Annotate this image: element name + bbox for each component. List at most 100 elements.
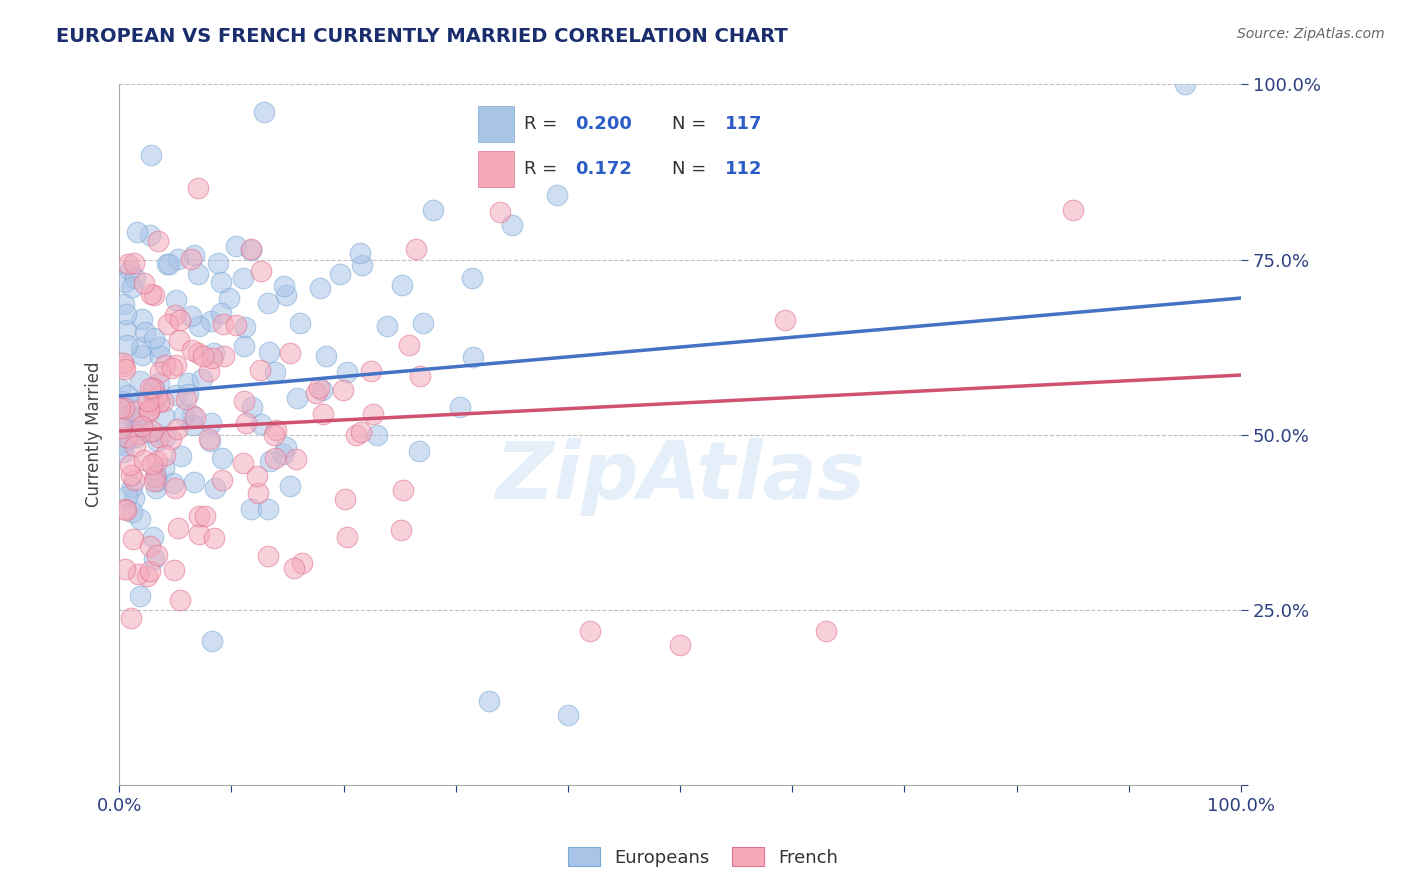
Point (305, 385, 328, 400)
Point (449, 400, 471, 414)
Point (202, 531, 225, 545)
Point (125, 419, 148, 434)
Point (111, 356, 134, 370)
Point (191, 372, 214, 386)
Point (207, 255, 229, 269)
Point (274, 441, 297, 455)
Point (405, 242, 427, 256)
Point (146, 474, 169, 488)
Point (134, 276, 156, 290)
Point (187, 346, 209, 360)
Point (128, 426, 150, 441)
Text: ZipAtlas: ZipAtlas (495, 438, 865, 516)
Point (143, 381, 166, 395)
Point (124, 473, 146, 487)
Point (233, 394, 256, 409)
Point (142, 331, 165, 345)
Point (209, 275, 232, 289)
Point (181, 343, 204, 357)
Point (156, 257, 179, 271)
Point (225, 318, 247, 332)
Point (148, 430, 170, 444)
Point (115, 323, 138, 337)
Point (579, 624, 602, 638)
Point (257, 501, 280, 516)
Point (250, 417, 273, 432)
Point (132, 409, 155, 424)
Point (669, 638, 692, 652)
Point (349, 246, 371, 260)
Point (312, 407, 335, 421)
Point (361, 408, 384, 422)
Point (124, 491, 146, 505)
Point (148, 376, 170, 390)
Point (360, 364, 382, 378)
Point (169, 313, 191, 327)
Point (148, 394, 170, 409)
Point (111, 394, 134, 409)
Point (211, 450, 233, 465)
Point (114, 501, 136, 516)
Point (110, 382, 132, 396)
Point (198, 434, 221, 449)
Point (187, 267, 209, 281)
Point (141, 424, 163, 438)
Point (389, 523, 412, 537)
Point (174, 392, 197, 407)
Point (131, 348, 153, 362)
Point (149, 349, 172, 363)
Point (120, 611, 142, 625)
Point (163, 308, 186, 322)
Point (115, 307, 138, 321)
Point (166, 252, 188, 267)
Point (160, 361, 183, 376)
Point (117, 257, 139, 271)
Point (122, 255, 145, 269)
Point (177, 376, 200, 391)
Point (111, 409, 134, 424)
Point (122, 532, 145, 546)
Text: Source: ZipAtlas.com: Source: ZipAtlas.com (1237, 27, 1385, 41)
Point (257, 296, 280, 310)
Legend: Europeans, French: Europeans, French (561, 840, 845, 874)
Point (127, 395, 149, 409)
Point (278, 479, 301, 493)
Point (146, 390, 169, 404)
Point (183, 475, 205, 489)
Point (212, 349, 235, 363)
Point (280, 346, 302, 360)
Point (162, 476, 184, 491)
Point (240, 400, 263, 414)
Point (183, 410, 205, 425)
Point (375, 318, 398, 333)
Point (478, 694, 501, 708)
Point (145, 388, 167, 402)
Point (183, 417, 205, 432)
Point (142, 530, 165, 544)
Point (247, 485, 270, 500)
Point (165, 358, 187, 372)
Text: EUROPEAN VS FRENCH CURRENTLY MARRIED CORRELATION CHART: EUROPEAN VS FRENCH CURRENTLY MARRIED COR… (56, 27, 787, 45)
Point (121, 505, 143, 519)
Point (283, 561, 305, 575)
Point (129, 341, 152, 355)
Point (125, 430, 148, 444)
Point (557, 707, 579, 722)
Point (188, 319, 211, 334)
Point (110, 401, 132, 415)
Point (332, 383, 354, 397)
Point (461, 351, 484, 365)
Point (218, 291, 240, 305)
Point (188, 509, 211, 524)
Point (115, 503, 138, 517)
Point (136, 568, 159, 582)
Point (200, 314, 222, 328)
Point (308, 381, 330, 395)
Point (240, 242, 263, 256)
Point (138, 539, 160, 553)
Point (120, 468, 142, 483)
Point (335, 491, 357, 506)
Point (489, 205, 512, 219)
Point (263, 365, 285, 379)
Point (155, 430, 177, 444)
